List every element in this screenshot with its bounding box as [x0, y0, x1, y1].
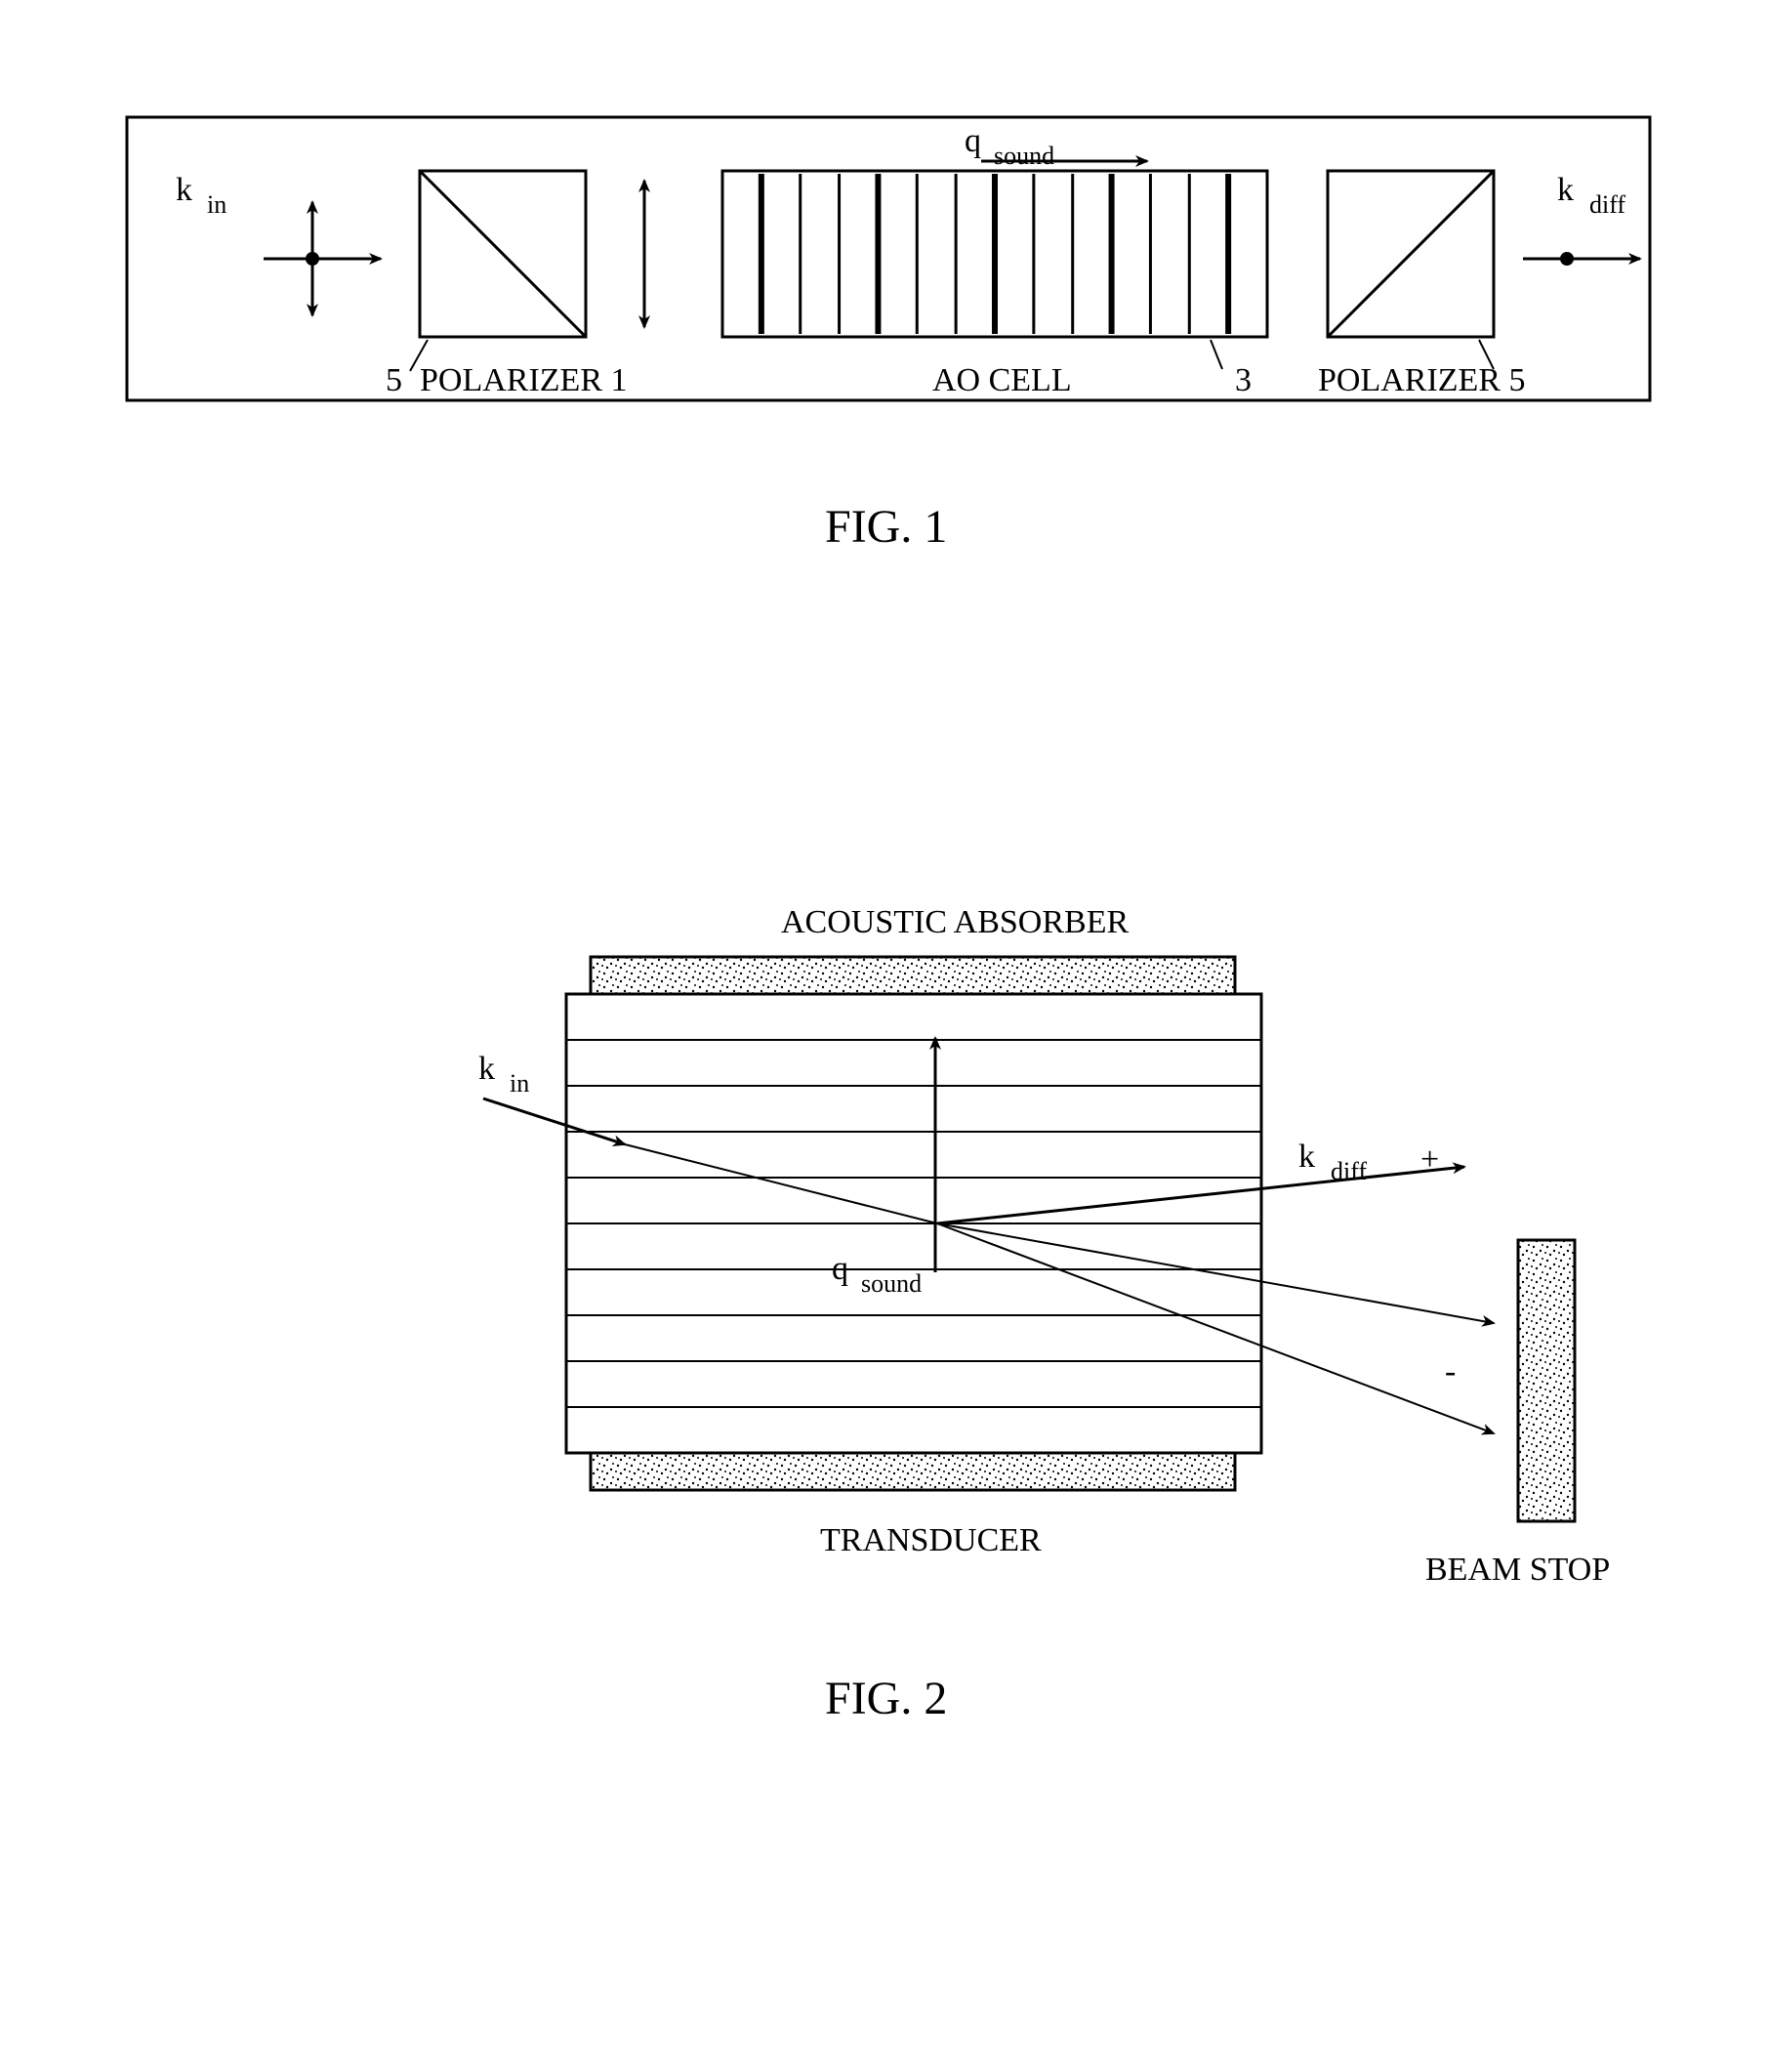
svg-text:in: in [207, 190, 226, 219]
fig2: ACOUSTIC ABSORBERTRANSDUCERkinqsoundkdif… [478, 904, 1610, 1724]
svg-text:k: k [176, 172, 192, 208]
svg-text:TRANSDUCER: TRANSDUCER [820, 1522, 1042, 1558]
svg-text:ACOUSTIC ABSORBER: ACOUSTIC ABSORBER [781, 904, 1129, 940]
svg-text:diff: diff [1589, 190, 1625, 219]
svg-text:q: q [832, 1251, 848, 1287]
svg-text:k: k [478, 1051, 495, 1087]
svg-text:FIG. 2: FIG. 2 [825, 1673, 947, 1724]
svg-text:5: 5 [386, 362, 402, 398]
diagram-canvas: kinPOLARIZER 15AO CELL3qsoundPOLARIZER 5… [0, 0, 1768, 2072]
page: kinPOLARIZER 15AO CELL3qsoundPOLARIZER 5… [0, 0, 1768, 2072]
svg-text:sound: sound [994, 142, 1054, 170]
svg-text:in: in [510, 1069, 529, 1098]
fig1: kinPOLARIZER 15AO CELL3qsoundPOLARIZER 5… [127, 117, 1650, 553]
svg-text:BEAM STOP: BEAM STOP [1425, 1552, 1610, 1588]
svg-text:3: 3 [1235, 362, 1252, 398]
svg-text:k: k [1557, 172, 1574, 208]
svg-text:POLARIZER 5: POLARIZER 5 [1318, 362, 1526, 398]
svg-text:FIG. 1: FIG. 1 [825, 501, 947, 553]
svg-text:k: k [1298, 1139, 1315, 1175]
svg-text:+: + [1420, 1141, 1439, 1178]
svg-text:q: q [965, 123, 981, 159]
svg-layer: kinPOLARIZER 15AO CELL3qsoundPOLARIZER 5… [127, 117, 1650, 1724]
svg-text:-: - [1445, 1353, 1456, 1389]
svg-text:AO CELL: AO CELL [932, 362, 1072, 398]
svg-text:POLARIZER 1: POLARIZER 1 [420, 362, 628, 398]
svg-text:sound: sound [861, 1269, 922, 1298]
